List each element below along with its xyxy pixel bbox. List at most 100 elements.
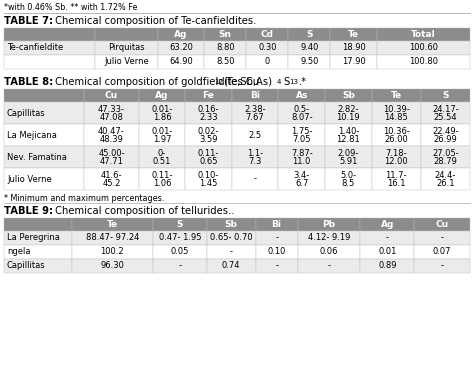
Bar xyxy=(84,89,138,102)
Bar xyxy=(298,218,361,231)
Bar xyxy=(204,41,246,55)
Text: TABLE 8:: TABLE 8: xyxy=(4,77,53,87)
Bar xyxy=(84,146,138,168)
Bar xyxy=(278,146,325,168)
Text: Pb: Pb xyxy=(322,220,336,229)
Bar xyxy=(185,89,232,102)
Bar xyxy=(138,146,185,168)
Text: 16.1: 16.1 xyxy=(387,179,405,188)
Text: Cu: Cu xyxy=(436,220,448,229)
Bar xyxy=(232,168,278,190)
Text: 5.0-: 5.0- xyxy=(340,171,356,180)
Text: 47.33-: 47.33- xyxy=(98,105,125,114)
Text: 2.5: 2.5 xyxy=(248,131,262,139)
Text: 11.0: 11.0 xyxy=(292,157,311,166)
Text: 1.45: 1.45 xyxy=(200,179,218,188)
Bar xyxy=(372,124,421,146)
Bar xyxy=(325,102,372,124)
Bar xyxy=(278,102,325,124)
Bar xyxy=(185,146,232,168)
Text: * Minimum and maximum percentages.: * Minimum and maximum percentages. xyxy=(4,194,164,203)
Text: Capillitas: Capillitas xyxy=(7,262,46,270)
Text: Sb: Sb xyxy=(225,220,237,229)
Text: 4: 4 xyxy=(277,79,282,85)
Text: 0.10-: 0.10- xyxy=(198,171,219,180)
Text: 1.40-: 1.40- xyxy=(337,127,359,136)
Bar xyxy=(330,28,377,41)
Text: 47.08: 47.08 xyxy=(100,113,123,122)
Text: Bi: Bi xyxy=(250,91,260,100)
Bar xyxy=(232,146,278,168)
Text: La Peregrina: La Peregrina xyxy=(7,233,60,242)
Text: 26.1: 26.1 xyxy=(436,179,455,188)
Bar xyxy=(4,102,84,124)
Bar xyxy=(246,28,288,41)
Bar xyxy=(72,259,153,273)
Bar xyxy=(372,146,421,168)
Text: 8.07-: 8.07- xyxy=(291,113,312,122)
Bar xyxy=(158,41,204,55)
Text: 2.82-: 2.82- xyxy=(337,105,359,114)
Bar xyxy=(330,41,377,55)
Text: -: - xyxy=(230,248,233,256)
Bar xyxy=(4,259,72,273)
Bar xyxy=(361,218,414,231)
Text: 100.60: 100.60 xyxy=(409,44,438,53)
Text: (Te,Sb,As): (Te,Sb,As) xyxy=(223,77,272,87)
Text: Sb: Sb xyxy=(342,91,355,100)
Text: 7.3: 7.3 xyxy=(248,157,262,166)
Text: 3.59: 3.59 xyxy=(199,135,218,144)
Text: -: - xyxy=(328,262,330,270)
Bar xyxy=(138,168,185,190)
Text: 3.4-: 3.4- xyxy=(293,171,310,180)
Text: S: S xyxy=(442,91,449,100)
Text: -: - xyxy=(178,262,182,270)
Bar xyxy=(138,89,185,102)
Text: Nev. Famatina: Nev. Famatina xyxy=(7,152,67,161)
Bar xyxy=(361,231,414,245)
Bar xyxy=(232,89,278,102)
Bar xyxy=(377,55,470,69)
Text: Fe: Fe xyxy=(202,91,214,100)
Bar xyxy=(298,231,361,245)
Bar xyxy=(325,124,372,146)
Bar xyxy=(421,168,470,190)
Text: 0.47- 1.95: 0.47- 1.95 xyxy=(159,233,201,242)
Bar xyxy=(325,168,372,190)
Bar xyxy=(4,28,95,41)
Text: 12.00: 12.00 xyxy=(384,157,408,166)
Bar xyxy=(84,168,138,190)
Bar xyxy=(207,218,255,231)
Bar xyxy=(414,259,470,273)
Bar xyxy=(207,231,255,245)
Text: -: - xyxy=(440,262,444,270)
Text: 28.79: 28.79 xyxy=(433,157,457,166)
Bar xyxy=(84,102,138,124)
Text: Julio Verne: Julio Verne xyxy=(104,57,149,67)
Bar xyxy=(232,124,278,146)
Bar xyxy=(153,259,207,273)
Text: TABLE 7:: TABLE 7: xyxy=(4,16,53,26)
Text: 10.39-: 10.39- xyxy=(383,105,410,114)
Text: 1.06: 1.06 xyxy=(153,179,171,188)
Text: 25.54: 25.54 xyxy=(434,113,457,122)
Text: 24.4-: 24.4- xyxy=(435,171,456,180)
Bar xyxy=(232,102,278,124)
Text: 26.99: 26.99 xyxy=(434,135,457,144)
Text: 10.19: 10.19 xyxy=(337,113,360,122)
Bar xyxy=(204,55,246,69)
Text: Te: Te xyxy=(391,91,402,100)
Bar xyxy=(414,218,470,231)
Text: 0.01-: 0.01- xyxy=(151,105,173,114)
Text: Te: Te xyxy=(107,220,118,229)
Bar xyxy=(138,124,185,146)
Text: 4.12- 9.19: 4.12- 9.19 xyxy=(308,233,350,242)
Text: 0.11-: 0.11- xyxy=(151,171,173,180)
Text: ngela: ngela xyxy=(7,248,30,256)
Bar xyxy=(72,218,153,231)
Bar xyxy=(204,28,246,41)
Text: 0.10: 0.10 xyxy=(267,248,286,256)
Bar xyxy=(377,41,470,55)
Bar xyxy=(4,245,72,259)
Text: -: - xyxy=(254,175,256,184)
